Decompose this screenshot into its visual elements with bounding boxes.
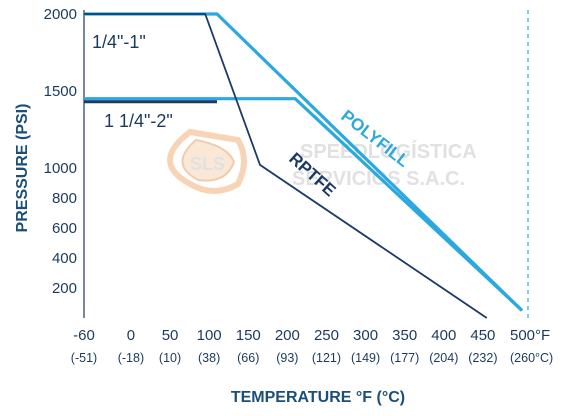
y-tick-label: 1000 xyxy=(44,160,77,177)
x-tick-label-celsius: (93) xyxy=(276,351,298,365)
series-line-rptfe-2 xyxy=(84,13,488,319)
x-tick-label: 350 xyxy=(392,327,417,344)
series-line-polyfill-1 xyxy=(84,97,524,312)
x-tick-label-celsius: (232) xyxy=(468,351,497,365)
y-tick-label: 1500 xyxy=(44,83,77,100)
y-tick-label: 200 xyxy=(52,280,77,297)
watermark-line-2: SERVICIOS S.A.C. xyxy=(292,168,465,190)
x-tick-label-celsius: (38) xyxy=(198,351,220,365)
x-tick-label: 300 xyxy=(353,327,378,344)
y-tick-label: 400 xyxy=(52,250,77,267)
x-tick-label: 200 xyxy=(275,327,300,344)
x-tick-label: -60 xyxy=(73,327,95,344)
x-axis-title: TEMPERATURE °F (°C) xyxy=(231,389,405,406)
y-tick-label: 800 xyxy=(52,190,77,207)
x-tick-label-celsius: (177) xyxy=(390,351,419,365)
x-tick-label-celsius: (149) xyxy=(351,351,380,365)
y-tick-labels: 200 400 600 800 1000 1500 2000 xyxy=(44,6,77,297)
x-tick-label: 500°F xyxy=(510,327,550,344)
x-tick-label-celsius: (260°C) xyxy=(510,351,553,365)
x-tick-label: 50 xyxy=(162,327,179,344)
x-tick-label: 450 xyxy=(470,327,495,344)
x-tick-label: 400 xyxy=(431,327,456,344)
x-tick-label-celsius: (-51) xyxy=(71,351,97,365)
watermark-logo: SLS xyxy=(167,128,247,194)
x-tick-labels-celsius: (-51) (-18) (10) (38) (66) (93) (121) (149) (177… xyxy=(71,351,553,365)
x-tick-label-celsius: (66) xyxy=(237,351,259,365)
size-label-quarter-to-one: 1/4"-1" xyxy=(92,32,146,52)
x-tick-label-celsius: (10) xyxy=(159,351,181,365)
series-lines xyxy=(84,12,524,319)
size-label-one-quarter-to-two: 1 1/4"-2" xyxy=(104,111,173,131)
y-tick-label: 2000 xyxy=(44,6,77,23)
x-tick-label-celsius: (204) xyxy=(429,351,458,365)
x-tick-label-celsius: (-18) xyxy=(118,351,144,365)
y-tick-label: 600 xyxy=(52,220,77,237)
x-tick-label: 250 xyxy=(314,327,339,344)
x-tick-label-celsius: (121) xyxy=(312,351,341,365)
x-tick-label: 150 xyxy=(236,327,261,344)
y-axis-title: PRESSURE (PSI) xyxy=(14,104,31,233)
x-tick-label: 100 xyxy=(197,327,222,344)
x-tick-label: 0 xyxy=(127,327,135,344)
svg-text:SLS: SLS xyxy=(190,154,225,174)
x-tick-labels: -60 0 50 100 150 200 250 300 350 400 450 500°F xyxy=(73,327,550,344)
